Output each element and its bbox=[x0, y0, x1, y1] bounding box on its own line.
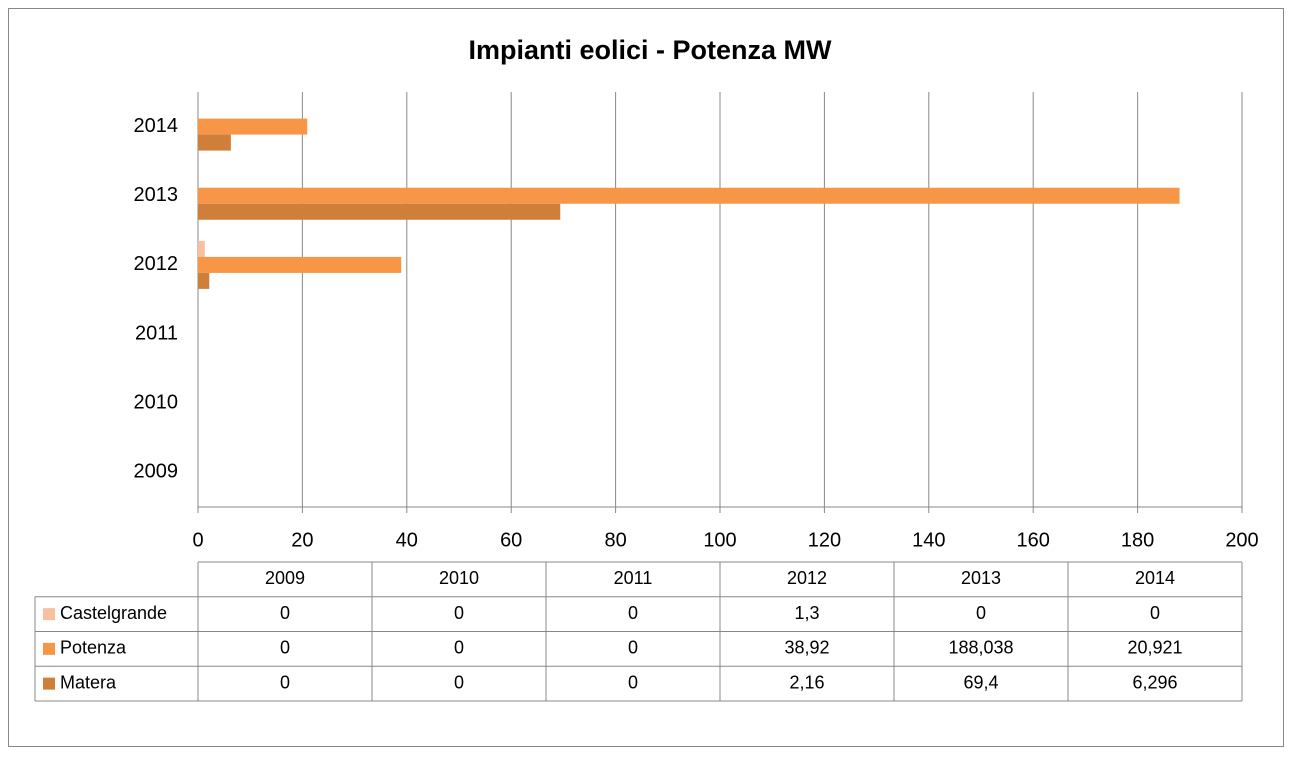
table-cell: 188,038 bbox=[948, 638, 1013, 658]
table-cell: 0 bbox=[280, 672, 290, 692]
table-cell: 0 bbox=[628, 638, 638, 658]
x-tick-label: 0 bbox=[192, 529, 203, 551]
table-cell: 0 bbox=[454, 638, 464, 658]
y-tick-label: 2013 bbox=[134, 184, 179, 206]
table-header: 2014 bbox=[1135, 568, 1175, 588]
bar bbox=[198, 203, 561, 220]
table-cell: 1,3 bbox=[794, 603, 819, 623]
y-tick-label: 2009 bbox=[134, 461, 179, 483]
legend-label: Matera bbox=[60, 672, 117, 692]
table-header: 2011 bbox=[614, 568, 653, 588]
legend-swatch bbox=[43, 642, 55, 655]
legend-label: Potenza bbox=[60, 638, 127, 658]
table-header: 2013 bbox=[961, 568, 1001, 588]
legend-swatch bbox=[43, 677, 55, 690]
legend-label: Castelgrande bbox=[60, 603, 167, 623]
x-tick-label: 100 bbox=[703, 529, 736, 551]
table-cell: 0 bbox=[280, 638, 290, 658]
x-tick-label: 20 bbox=[291, 529, 313, 551]
table-cell: 38,92 bbox=[784, 638, 829, 658]
x-tick-label: 140 bbox=[912, 529, 945, 551]
x-tick-label: 120 bbox=[808, 529, 841, 551]
legend-swatch bbox=[43, 608, 55, 621]
y-tick-label: 2011 bbox=[135, 322, 178, 344]
bar bbox=[198, 118, 308, 135]
table-cell: 2,16 bbox=[789, 672, 824, 692]
bar bbox=[198, 272, 210, 289]
bar bbox=[198, 240, 205, 257]
x-tick-label: 80 bbox=[604, 529, 626, 551]
table-cell: 69,4 bbox=[963, 672, 998, 692]
table-cell: 0 bbox=[280, 603, 290, 623]
x-tick-label: 40 bbox=[396, 529, 418, 551]
table-header: 2010 bbox=[439, 568, 479, 588]
table-cell: 0 bbox=[454, 672, 464, 692]
chart-title: Impianti eolici - Potenza MW bbox=[468, 35, 832, 65]
table-header: 2009 bbox=[265, 568, 305, 588]
bar bbox=[198, 256, 402, 273]
table-header: 2012 bbox=[787, 568, 827, 588]
y-tick-label: 2012 bbox=[134, 253, 179, 275]
bar bbox=[198, 187, 1180, 204]
table-cell: 0 bbox=[628, 672, 638, 692]
x-tick-label: 60 bbox=[500, 529, 522, 551]
table-cell: 20,921 bbox=[1127, 638, 1182, 658]
y-tick-label: 2010 bbox=[134, 392, 179, 414]
x-tick-label: 200 bbox=[1225, 529, 1258, 551]
table-cell: 6,296 bbox=[1132, 672, 1177, 692]
x-tick-label: 160 bbox=[1017, 529, 1050, 551]
table-cell: 0 bbox=[454, 603, 464, 623]
table-cell: 0 bbox=[628, 603, 638, 623]
x-tick-label: 180 bbox=[1121, 529, 1154, 551]
y-tick-label: 2014 bbox=[134, 115, 179, 137]
table-cell: 0 bbox=[1150, 603, 1160, 623]
bar bbox=[198, 134, 231, 151]
table-cell: 0 bbox=[976, 603, 986, 623]
